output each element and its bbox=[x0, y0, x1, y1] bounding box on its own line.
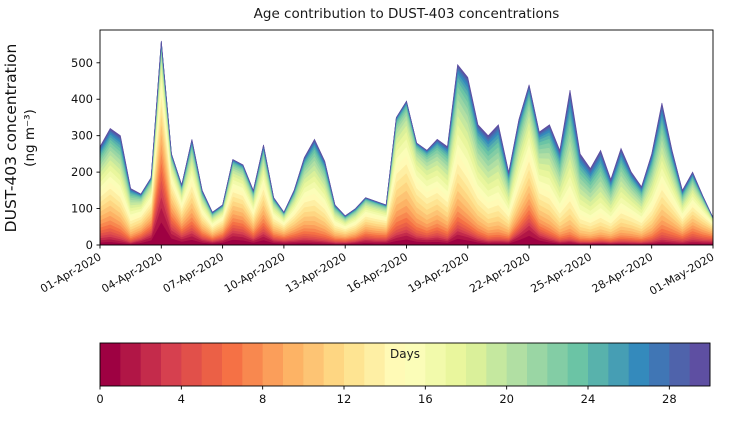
colorbar-cell bbox=[506, 343, 528, 386]
x-tick-label: 10-Apr-2020 bbox=[222, 250, 287, 295]
colorbar-cell bbox=[628, 343, 650, 386]
y-axis-label-line1: DUST-403 concentration bbox=[2, 43, 20, 233]
colorbar-cell bbox=[283, 343, 304, 386]
colorbar-cell bbox=[466, 343, 487, 386]
colorbar-cell bbox=[344, 343, 365, 386]
colorbar-tick-label: 28 bbox=[662, 392, 677, 406]
colorbar-cell bbox=[547, 343, 569, 386]
colorbar-tick-label: 8 bbox=[259, 392, 266, 406]
colorbar-tick-label: 16 bbox=[418, 392, 433, 406]
colorbar-tick-label: 20 bbox=[499, 392, 514, 406]
colorbar-tick-label: 24 bbox=[581, 392, 596, 406]
colorbar-cell bbox=[425, 343, 447, 386]
colorbar-tick-label: 4 bbox=[178, 392, 185, 406]
colorbar-cell bbox=[608, 343, 630, 386]
y-tick-label: 300 bbox=[71, 129, 93, 143]
colorbar-cell bbox=[181, 343, 203, 386]
colorbar-cell bbox=[486, 343, 508, 386]
colorbar-cell bbox=[405, 343, 426, 386]
x-tick-label: 07-Apr-2020 bbox=[161, 250, 226, 295]
colorbar-cell bbox=[588, 343, 609, 386]
colorbar-cell bbox=[445, 343, 467, 386]
y-tick-label: 0 bbox=[86, 238, 93, 252]
y-tick-label: 500 bbox=[71, 56, 93, 70]
colorbar-tick-label: 12 bbox=[337, 392, 352, 406]
x-tick-label: 01-May-2020 bbox=[647, 250, 716, 298]
colorbar-label: Days bbox=[390, 347, 420, 361]
colorbar-cell bbox=[222, 343, 243, 386]
colorbar-cell bbox=[323, 343, 345, 386]
colorbar-cell bbox=[689, 343, 711, 386]
x-tick-label: 13-Apr-2020 bbox=[283, 250, 348, 295]
x-tick-label: 28-Apr-2020 bbox=[590, 250, 655, 295]
chart-title: Age contribution to DUST-403 concentrati… bbox=[253, 6, 560, 22]
x-tick-label: 16-Apr-2020 bbox=[345, 250, 410, 295]
colorbar-cell bbox=[303, 343, 325, 386]
y-axis-label: DUST-403 concentration (ng m⁻³) bbox=[1, 13, 53, 263]
colorbar-cell bbox=[100, 343, 121, 386]
colorbar-cell bbox=[262, 343, 284, 386]
y-tick-label: 400 bbox=[71, 92, 93, 106]
colorbar-cell bbox=[140, 343, 162, 386]
y-tick-label: 200 bbox=[71, 165, 93, 179]
x-tick-label: 22-Apr-2020 bbox=[467, 250, 532, 295]
colorbar-cell bbox=[384, 343, 406, 386]
colorbar-cell bbox=[364, 343, 386, 386]
x-tick-label: 19-Apr-2020 bbox=[406, 250, 471, 295]
colorbar-cell bbox=[201, 343, 223, 386]
colorbar-cell bbox=[120, 343, 142, 386]
colorbar-tick-label: 0 bbox=[96, 392, 103, 406]
y-axis-label-line2: (ng m⁻³) bbox=[22, 109, 38, 167]
area-layer-age-29 bbox=[99, 40, 714, 218]
colorbar-cell bbox=[242, 343, 264, 386]
colorbar-cell bbox=[649, 343, 670, 386]
colorbar-cell bbox=[527, 343, 548, 386]
colorbar-cell bbox=[161, 343, 182, 386]
colorbar-cell bbox=[669, 343, 691, 386]
colorbar-box bbox=[99, 342, 711, 387]
y-tick-label: 100 bbox=[71, 202, 93, 216]
x-tick-label: 25-Apr-2020 bbox=[528, 250, 593, 295]
colorbar-cell bbox=[567, 343, 589, 386]
x-tick-label: 04-Apr-2020 bbox=[99, 250, 164, 295]
